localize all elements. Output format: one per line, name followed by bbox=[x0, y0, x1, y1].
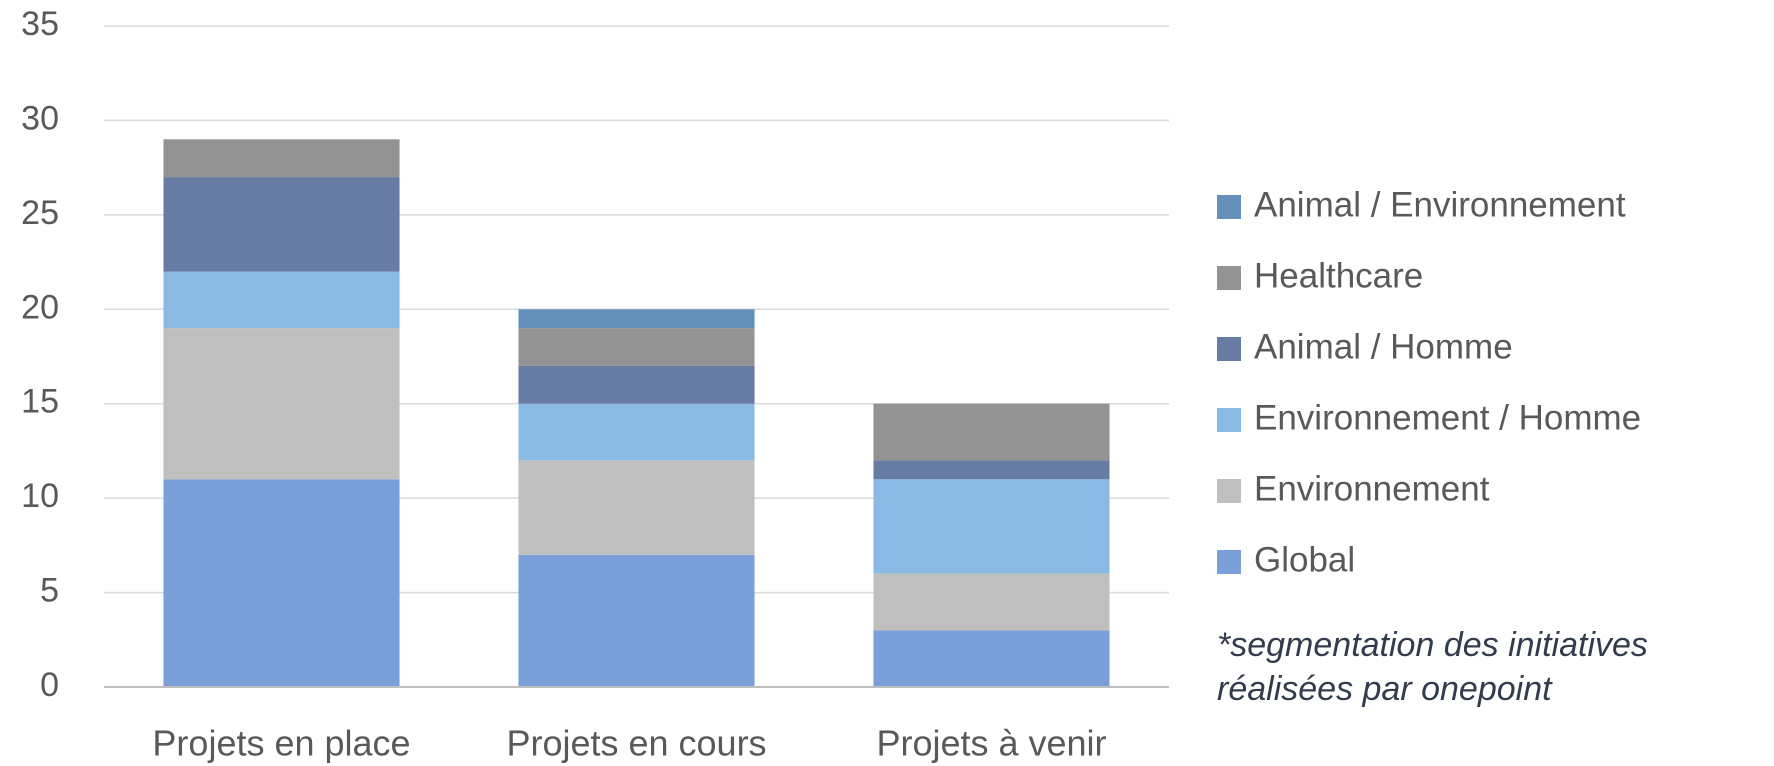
bar-segment bbox=[163, 177, 400, 272]
bar-segment bbox=[518, 554, 755, 687]
bar-segment bbox=[163, 139, 400, 178]
y-tick-label: 30 bbox=[21, 99, 59, 137]
legend-swatch bbox=[1217, 550, 1241, 574]
legend-label: Animal / Environnement bbox=[1254, 185, 1626, 224]
x-tick-label: Projets en cours bbox=[506, 723, 766, 764]
bar-segment bbox=[518, 328, 755, 366]
annotation: réalisées par onepoint bbox=[1217, 670, 1553, 708]
bar-segment bbox=[873, 403, 1110, 461]
y-tick-label: 20 bbox=[21, 288, 59, 326]
x-tick-label: Projets en place bbox=[152, 723, 410, 764]
annotation: *segmentation des initiatives bbox=[1217, 626, 1648, 664]
legend-swatch bbox=[1217, 479, 1241, 503]
legend-label: Environnement bbox=[1254, 469, 1490, 508]
bar-segment bbox=[163, 328, 400, 480]
bar-segment bbox=[518, 309, 755, 329]
bar-segment bbox=[518, 460, 755, 555]
bar-segment bbox=[518, 403, 755, 461]
bar-segment bbox=[873, 460, 1110, 480]
x-tick-label: Projets à venir bbox=[876, 723, 1106, 764]
y-tick-label: 25 bbox=[21, 194, 59, 232]
bar-segment bbox=[873, 573, 1110, 631]
y-tick-label: 15 bbox=[21, 383, 59, 421]
y-tick-label: 5 bbox=[40, 572, 59, 610]
legend-label: Global bbox=[1254, 540, 1355, 579]
legend-swatch bbox=[1217, 195, 1241, 219]
bar-segment bbox=[873, 630, 1110, 687]
y-tick-label: 35 bbox=[21, 5, 59, 43]
bar-segment bbox=[518, 365, 755, 404]
bar-segment bbox=[163, 479, 400, 687]
legend-swatch bbox=[1217, 266, 1241, 290]
y-tick-label: 0 bbox=[40, 666, 59, 704]
y-tick-label: 10 bbox=[21, 477, 59, 515]
bar-segment bbox=[873, 479, 1110, 574]
legend-label: Healthcare bbox=[1254, 256, 1423, 295]
legend-swatch bbox=[1217, 337, 1241, 361]
legend-label: Animal / Homme bbox=[1254, 327, 1513, 366]
legend-swatch bbox=[1217, 408, 1241, 432]
bar-segment bbox=[163, 271, 400, 329]
legend-label: Environnement / Homme bbox=[1254, 398, 1641, 437]
